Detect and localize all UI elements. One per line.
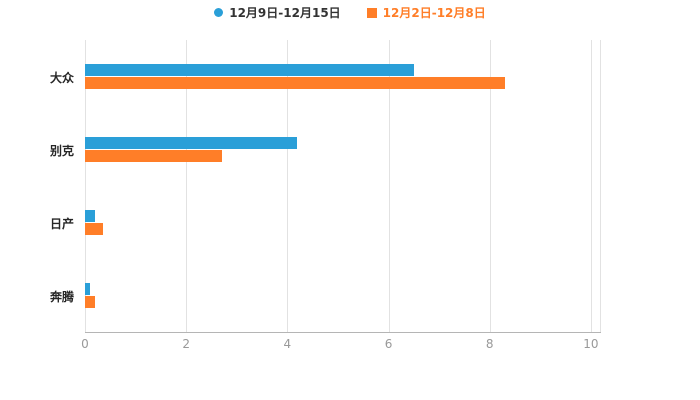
chart-legend: 12月9日-12月15日 12月2日-12月8日 [0,4,700,21]
gridline [287,40,289,332]
legend-item[interactable]: 12月9日-12月15日 [214,4,341,21]
gridline [186,40,188,332]
x-axis-tick-label: 10 [583,337,599,351]
x-axis-tick-label: 2 [182,337,190,351]
bar-series2[interactable] [85,296,96,308]
x-axis-tick-label: 0 [81,337,89,351]
legend-marker-circle-icon [214,8,224,17]
x-axis-tick-label: 8 [485,337,494,351]
y-axis-labels: 大众 别克 日产 奔腾 [0,40,78,332]
gridline [85,40,86,332]
gridline [600,40,601,332]
legend-item[interactable]: 12月2日-12月8日 [366,4,486,21]
bar-series1[interactable] [85,64,414,76]
bar-series1[interactable] [85,137,298,149]
bar-series1[interactable] [85,210,96,222]
bar-series2[interactable] [85,223,103,235]
x-axis-tick-label: 4 [283,337,292,351]
legend-item-label: 12月2日-12月8日 [382,6,486,20]
legend-marker-square-icon [366,7,377,18]
y-axis-label: 日产 [49,216,74,231]
y-axis-label: 奔腾 [49,289,74,304]
gridline [489,40,491,332]
legend-item-label: 12月9日-12月15日 [229,6,341,20]
bar-series2[interactable] [85,150,222,162]
x-axis-tick-label: 6 [384,337,393,351]
gridline [590,40,592,332]
y-axis-label: 大众 [49,70,74,85]
bar-series1[interactable] [85,283,91,295]
gridline [388,40,390,332]
bar-series2[interactable] [85,77,505,89]
chart-plot-area [85,40,601,333]
y-axis-label: 别克 [49,143,74,158]
x-axis-tick-labels: 0 2 4 6 8 10 [81,337,601,357]
